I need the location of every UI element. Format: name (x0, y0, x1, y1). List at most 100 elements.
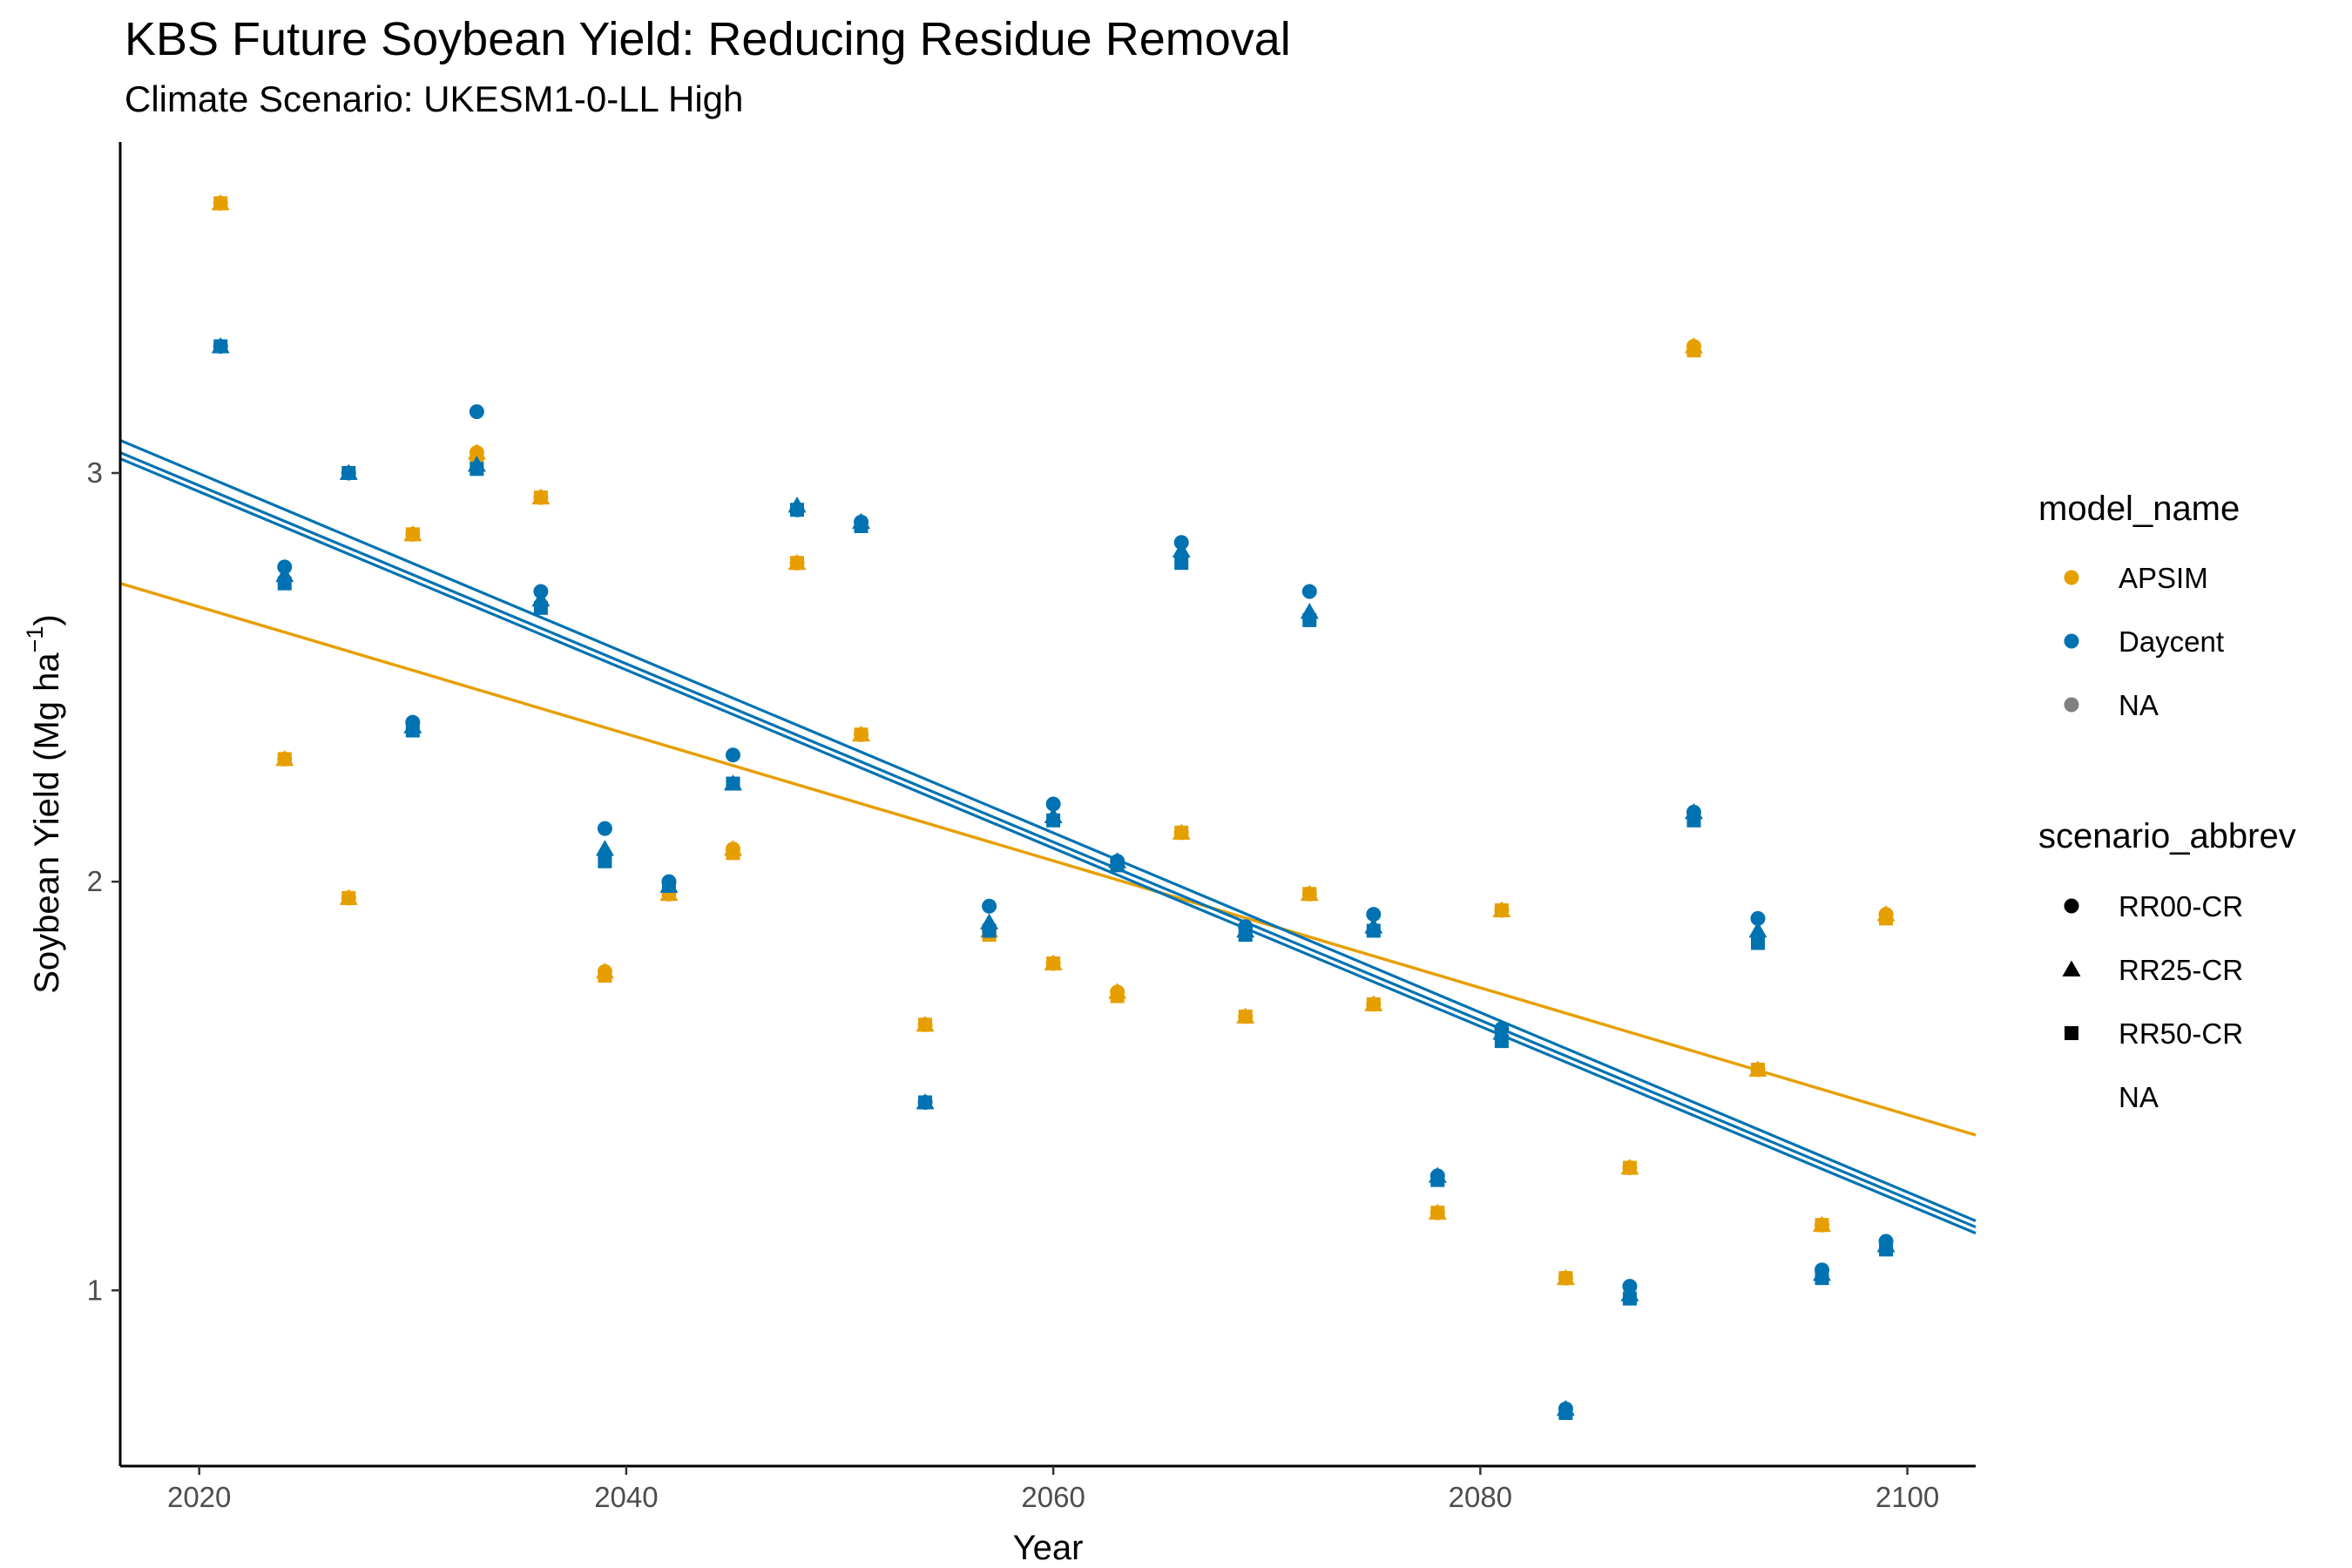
data-point-daycent-rr50-cr (982, 923, 997, 938)
data-point-apsim-rr50-cr (1686, 343, 1701, 358)
data-point-apsim-rr50-cr (1879, 911, 1894, 926)
data-point-daycent-rr50-cr (277, 576, 292, 591)
data-point-daycent-rr00-cr (1045, 796, 1061, 812)
data-point-daycent-rr50-cr (726, 776, 740, 791)
data-point-daycent-rr50-cr (1238, 928, 1253, 943)
data-point-daycent-rr00-cr (1750, 910, 1766, 926)
x-tick-label: 2060 (1021, 1481, 1085, 1513)
y-tick-label: 3 (87, 456, 103, 489)
x-tick-label: 2100 (1876, 1481, 1939, 1513)
data-point-daycent-rr50-cr (1815, 1271, 1829, 1286)
data-point-daycent-rr50-cr (1494, 1034, 1509, 1049)
data-point-daycent-rr50-cr (598, 854, 612, 868)
data-point-apsim-rr50-cr (341, 890, 356, 905)
x-tick-label: 2020 (167, 1481, 231, 1513)
data-point-daycent-rr00-cr (597, 821, 612, 836)
legend-color-swatch (2064, 633, 2079, 649)
chart-subtitle: Climate Scenario: UKESM1-0-LL High (125, 78, 744, 119)
data-point-daycent-rr50-cr (789, 503, 804, 517)
data-point-daycent-rr50-cr (1110, 858, 1125, 873)
y-tick-label: 2 (87, 865, 103, 897)
legend: model_name APSIM Daycent NA scenario_abbre… (2038, 490, 2296, 1113)
data-point-daycent-rr50-cr (1174, 556, 1189, 571)
y-tick-label: 1 (87, 1274, 103, 1306)
y-axis-title-superscript: −1 (22, 626, 48, 653)
data-point-apsim-rr50-cr (213, 196, 228, 211)
data-point-daycent-rr50-cr (1366, 923, 1381, 938)
x-ticks: 2020 2040 2060 2080 2100 (167, 1466, 1939, 1513)
data-point-daycent-rr00-cr (469, 404, 484, 420)
data-point-apsim-rr50-cr (405, 527, 420, 542)
data-point-daycent-rr50-cr (1750, 936, 1765, 950)
legend-shape-label: RR25-CR (2119, 954, 2243, 986)
chart-title: KBS Future Soybean Yield: Reducing Resid… (125, 13, 1291, 65)
data-point-apsim-rr50-cr (726, 846, 740, 861)
data-point-daycent-rr50-cr (661, 878, 676, 893)
data-point-daycent-rr50-cr (1558, 1406, 1573, 1421)
data-point-daycent-rr00-cr (1366, 907, 1382, 923)
data-point-daycent-rr00-cr (1301, 584, 1317, 599)
data-point-apsim-rr50-cr (1558, 1271, 1573, 1286)
data-point-daycent-rr00-cr (982, 898, 997, 914)
legend-color-label: NA (2119, 689, 2159, 721)
data-point-apsim-rr50-cr (533, 490, 548, 505)
y-axis-title: Soybean Yield (Mg ha−1) (22, 614, 66, 994)
data-point-apsim-rr50-cr (789, 556, 804, 571)
y-axis-title-main: Soybean Yield (Mg ha (28, 652, 66, 994)
legend-shape-swatch (2064, 898, 2079, 914)
y-ticks: 1 2 3 (87, 456, 120, 1306)
data-point-daycent-rr50-cr (854, 518, 868, 533)
data-point-daycent-rr50-cr (1879, 1242, 1894, 1257)
data-point-apsim-rr50-cr (1750, 1062, 1765, 1077)
data-point-daycent-rr50-cr (1430, 1173, 1445, 1187)
trend-line-daycent-rr00-cr (119, 438, 1977, 1222)
data-point-daycent-rr50-cr (341, 466, 356, 480)
data-point-apsim-rr50-cr (918, 1017, 933, 1032)
x-tick-label: 2080 (1449, 1481, 1512, 1513)
data-point-daycent-rr50-cr (1686, 813, 1701, 828)
data-point-daycent-rr25-cr (1748, 921, 1767, 938)
legend-color-title: model_name (2038, 490, 2240, 528)
x-tick-label: 2040 (594, 1481, 658, 1513)
data-point-daycent-rr25-cr (595, 840, 614, 856)
y-axis-title-close: ) (28, 614, 66, 625)
data-point-daycent-rr50-cr (1302, 612, 1317, 627)
legend-color-swatch (2064, 570, 2079, 585)
data-point-daycent-rr50-cr (918, 1095, 933, 1110)
data-point-apsim-rr50-cr (1622, 1160, 1637, 1175)
legend-shape-label: RR00-CR (2119, 890, 2243, 923)
legend-shape-title: scenario_abbrev (2038, 817, 2296, 855)
data-point-apsim-rr50-cr (1494, 902, 1509, 917)
data-points (211, 193, 1896, 1421)
data-point-apsim-rr50-cr (1238, 1009, 1253, 1024)
data-point-apsim-rr50-cr (854, 727, 868, 742)
data-point-apsim-rr50-cr (277, 752, 292, 767)
data-point-apsim-rr50-cr (1366, 997, 1381, 1011)
data-point-apsim-rr50-cr (1046, 956, 1061, 970)
data-point-apsim-rr50-cr (1815, 1218, 1829, 1233)
trend-line-daycent-rr50-cr (119, 457, 1977, 1235)
data-point-apsim-rr50-cr (1430, 1206, 1445, 1220)
data-point-apsim-rr50-cr (1110, 989, 1125, 1004)
x-axis-title: Year (1013, 1529, 1084, 1567)
legend-shape-swatch (2062, 960, 2081, 977)
trend-lines (119, 438, 1977, 1235)
data-point-apsim-rr50-cr (598, 969, 612, 983)
data-point-daycent-rr50-cr (1622, 1291, 1637, 1306)
legend-shape-label: RR50-CR (2119, 1017, 2243, 1050)
legend-color-label: Daycent (2119, 625, 2224, 658)
data-point-daycent-rr50-cr (470, 462, 484, 476)
data-point-apsim-rr50-cr (1302, 887, 1317, 902)
trend-line-apsim-rr50-cr (119, 582, 1977, 1137)
data-point-daycent-rr25-cr (1172, 541, 1191, 558)
legend-color-items: APSIM Daycent NA (2064, 562, 2224, 721)
axes (118, 142, 1976, 1468)
legend-shape-items: RR00-CR RR25-CR RR50-CR NA (2062, 890, 2243, 1113)
trend-line-daycent-rr25-cr (119, 451, 1977, 1229)
data-point-apsim-rr50-cr (1174, 825, 1189, 840)
legend-shape-label: NA (2119, 1081, 2159, 1113)
data-point-daycent-rr00-cr (725, 747, 740, 763)
data-point-daycent-rr50-cr (213, 339, 228, 354)
legend-color-swatch (2064, 697, 2079, 713)
